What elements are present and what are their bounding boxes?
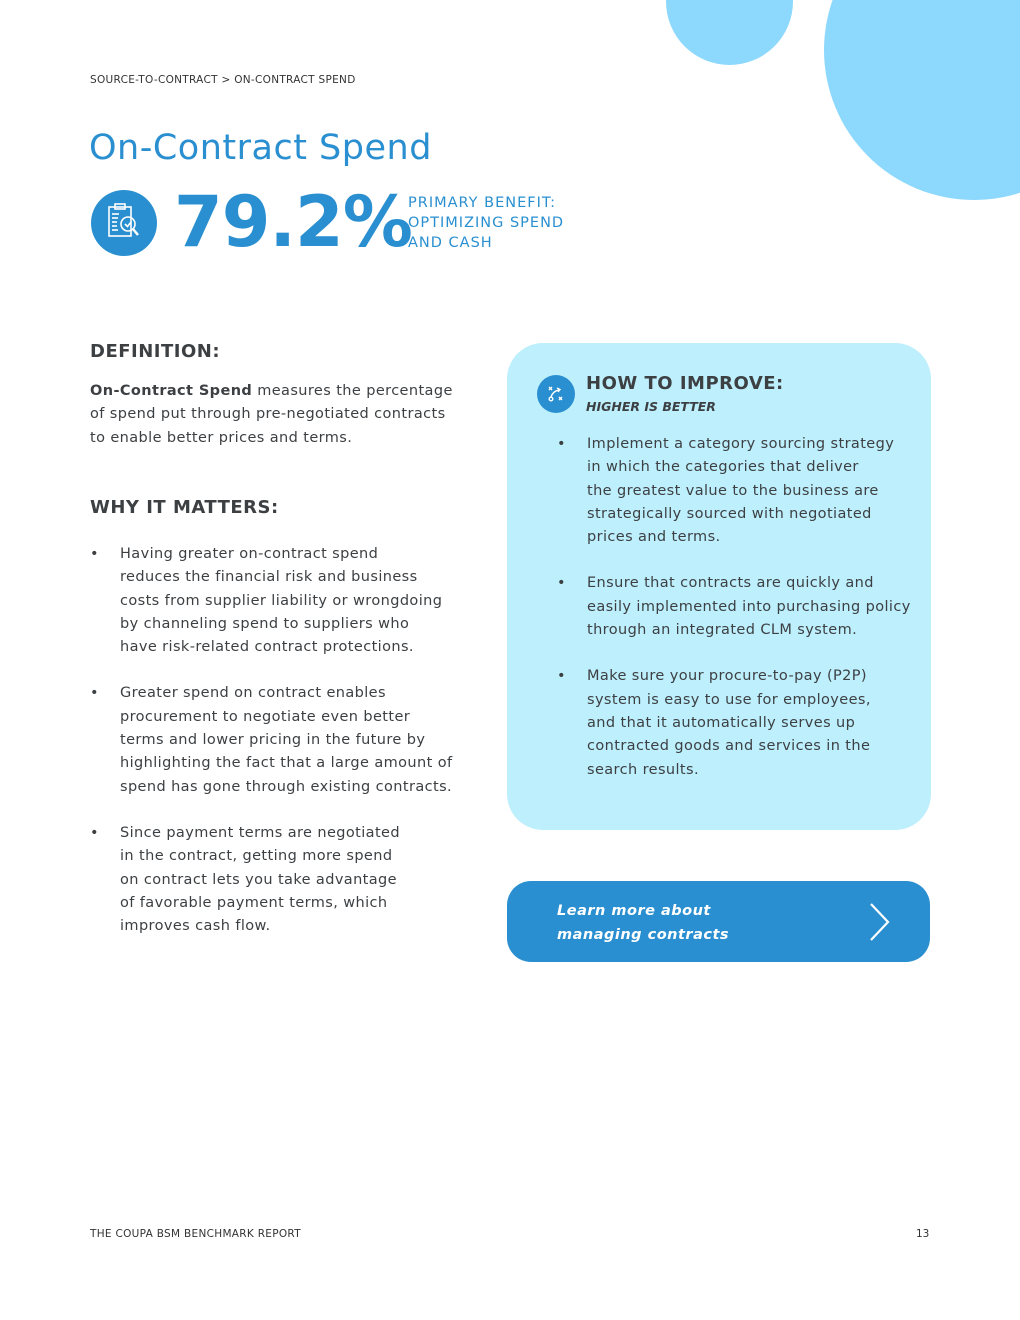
bullet-icon: •: [557, 436, 566, 452]
list-item: • Make sure your procure-to-pay (P2P) syst…: [557, 665, 911, 781]
definition-term: On-Contract Spend: [90, 383, 253, 399]
breadcrumb: SOURCE-TO-CONTRACT > ON-CONTRACT SPEND: [90, 74, 356, 86]
list-item-line: have risk-related contract protections.: [120, 639, 414, 656]
bullet-icon: •: [90, 546, 99, 562]
list-item-line: contracted goods and services in the: [587, 738, 871, 755]
list-item-line: in the contract, getting more spend: [120, 848, 393, 865]
list-item-line: strategically sourced with negotiated: [587, 505, 872, 522]
list-item-line: in which the categories that deliver: [587, 459, 859, 476]
decor-circle-large: [824, 0, 1020, 200]
definition-text: On-Contract Spend measures the percentag…: [90, 380, 453, 450]
improve-subheading: HIGHER IS BETTER: [586, 399, 716, 414]
page-title: On-Contract Spend: [89, 128, 432, 168]
list-item-line: on contract lets you take advantage: [120, 871, 397, 888]
list-item-line: Greater spend on contract enables: [120, 685, 386, 702]
list-item-line: search results.: [587, 761, 699, 778]
footer-title: THE COUPA BSM BENCHMARK REPORT: [90, 1228, 301, 1240]
list-item: • Implement a category sourcing strategy i…: [557, 433, 911, 549]
list-item-line: costs from supplier liability or wrongdo…: [120, 592, 443, 609]
metric-value: 79.2%: [174, 181, 413, 263]
list-item-line: easily implemented into purchasing polic…: [587, 598, 911, 615]
cta-line: Learn more about: [557, 903, 711, 919]
definition-line: to enable better prices and terms.: [90, 429, 353, 446]
learn-more-label: Learn more about managing contracts: [557, 899, 729, 947]
benefit-line: OPTIMIZING SPEND: [408, 215, 565, 231]
list-item-line: and that it automatically serves up: [587, 714, 856, 731]
list-item-line: of favorable payment terms, which: [120, 894, 388, 911]
list-item: • Ensure that contracts are quickly and ea…: [557, 572, 911, 642]
definition-heading: DEFINITION:: [90, 341, 221, 362]
bullet-icon: •: [557, 575, 566, 592]
definition-line: of spend put through pre-negotiated cont…: [90, 406, 446, 423]
list-item-line: Having greater on-contract spend: [120, 546, 379, 562]
list-item-line: procurement to negotiate even better: [120, 708, 411, 725]
list-item-line: Implement a category sourcing strategy: [587, 436, 895, 452]
list-item-line: Ensure that contracts are quickly and: [587, 575, 874, 592]
bullet-icon: •: [90, 824, 99, 841]
route-icon: [537, 375, 575, 413]
chevron-right-icon: [870, 903, 890, 941]
list-item-line: Make sure your procure-to-pay (P2P): [587, 668, 867, 685]
list-item-line: the greatest value to the business are: [587, 482, 879, 499]
bullet-icon: •: [557, 668, 566, 685]
list-item-line: highlighting the fact that a large amoun…: [120, 755, 453, 772]
decor-circle-small: [666, 0, 793, 65]
improve-list: • Implement a category sourcing strategy i…: [557, 433, 911, 805]
list-item-line: reduces the financial risk and business: [120, 569, 418, 586]
bullet-icon: •: [90, 685, 99, 702]
why-list: • Having greater on-contract spend reduces…: [90, 543, 452, 961]
clipboard-check-icon: [91, 190, 157, 256]
benefit-line: AND CASH: [408, 235, 493, 251]
list-item: • Since payment terms are negotiated in th…: [90, 822, 452, 938]
list-item-line: through an integrated CLM system.: [587, 622, 858, 639]
list-item-line: Since payment terms are negotiated: [120, 824, 400, 841]
list-item-line: terms and lower pricing in the future by: [120, 732, 426, 749]
list-item: • Greater spend on contract enables procur…: [90, 682, 452, 798]
list-item-line: prices and terms.: [587, 529, 721, 546]
benefit-line: PRIMARY BENEFIT:: [408, 195, 557, 211]
list-item-line: improves cash flow.: [120, 918, 271, 935]
learn-more-button[interactable]: Learn more about managing contracts: [507, 881, 930, 962]
cta-line: managing contracts: [557, 927, 730, 943]
improve-heading: HOW TO IMPROVE:: [586, 373, 784, 394]
list-item-line: system is easy to use for employees,: [587, 691, 871, 708]
list-item-line: spend has gone through existing contract…: [120, 778, 453, 795]
primary-benefit: PRIMARY BENEFIT: OPTIMIZING SPEND AND CA…: [408, 193, 564, 253]
how-to-improve-card: HOW TO IMPROVE: HIGHER IS BETTER • Implem…: [507, 343, 931, 830]
list-item-line: by channeling spend to suppliers who: [120, 615, 410, 632]
definition-line: measures the percentage: [252, 383, 453, 399]
page-number: 13: [916, 1228, 930, 1240]
list-item: • Having greater on-contract spend reduces…: [90, 543, 452, 659]
why-heading: WHY IT MATTERS:: [90, 497, 279, 518]
